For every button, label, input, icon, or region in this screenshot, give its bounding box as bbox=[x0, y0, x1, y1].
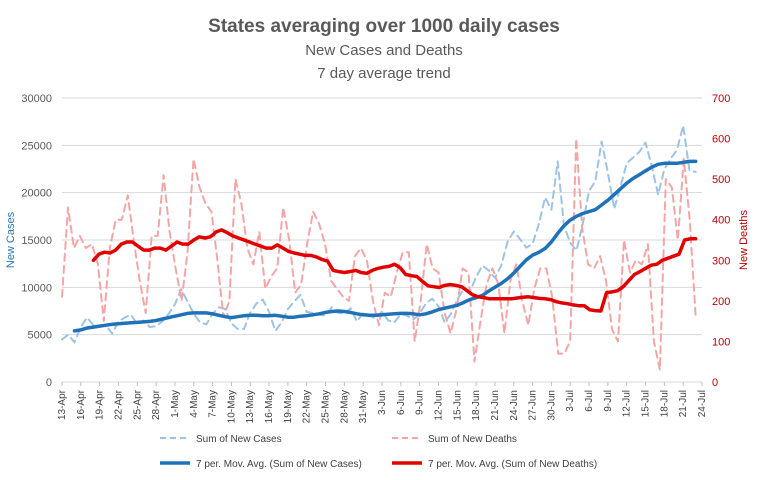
x-tick-label: 30-Jun bbox=[546, 390, 557, 421]
x-tick-label: 28-Apr bbox=[151, 389, 162, 420]
x-tick-label: 18-Jul bbox=[659, 390, 670, 417]
x-tick-label: 21-Jun bbox=[490, 390, 501, 421]
x-tick-label: 16-May bbox=[264, 390, 275, 423]
x-tick-label: 15-Jul bbox=[641, 390, 652, 417]
x-tick-label: 28-May bbox=[339, 390, 350, 423]
legend: Sum of New Cases Sum of New Deaths 7 per… bbox=[160, 434, 597, 470]
y-right-tick-label: 200 bbox=[712, 296, 730, 308]
x-tick-label: 22-Apr bbox=[113, 389, 124, 420]
x-tick-label: 12-Jun bbox=[433, 390, 444, 421]
x-tick-label: 13-Apr bbox=[57, 389, 68, 420]
y-left-tick-label: 10000 bbox=[21, 282, 52, 294]
x-axis: 13-Apr 16-Apr 19-Apr 22-Apr 25-Apr 28-Apr 1-Ma… bbox=[57, 382, 708, 423]
y-right-tick-label: 700 bbox=[712, 93, 730, 105]
y-left-tick-label: 25000 bbox=[21, 140, 52, 152]
y-axis-left-label: New Cases bbox=[5, 211, 17, 268]
x-tick-label: 15-Jun bbox=[452, 390, 463, 421]
legend-label-deaths-avg: 7 per. Mov. Avg. (Sum of New Deaths) bbox=[428, 459, 597, 470]
gridlines bbox=[62, 97, 702, 383]
legend-label-new-deaths: Sum of New Deaths bbox=[428, 434, 517, 445]
legend-label-cases-avg: 7 per. Mov. Avg. (Sum of New Cases) bbox=[196, 459, 362, 470]
x-tick-label: 4-May bbox=[189, 390, 200, 418]
y-left-tick-label: 0 bbox=[46, 377, 52, 389]
x-tick-label: 3-Jun bbox=[377, 390, 388, 415]
y-left-tick-label: 15000 bbox=[21, 235, 52, 247]
chart-title: States averaging over 1000 daily cases bbox=[208, 16, 560, 37]
x-tick-label: 19-Apr bbox=[95, 389, 106, 420]
x-tick-label: 24-Jul bbox=[697, 390, 708, 417]
x-tick-label: 18-Jun bbox=[471, 390, 482, 421]
x-tick-label: 21-Jul bbox=[678, 390, 689, 417]
series-deaths-moving-avg-line bbox=[91, 228, 698, 313]
x-tick-label: 16-Apr bbox=[76, 389, 87, 420]
y-right-tick-label: 300 bbox=[712, 255, 730, 267]
y-left-tick-label: 30000 bbox=[21, 93, 52, 105]
x-tick-label: 13-May bbox=[245, 390, 256, 423]
y-right-tick-label: 0 bbox=[712, 377, 718, 389]
x-tick-label: 12-Jul bbox=[622, 390, 633, 417]
series-group bbox=[61, 124, 698, 371]
x-tick-label: 27-Jun bbox=[528, 390, 539, 421]
chart-subtitle-2: 7 day average trend bbox=[317, 65, 450, 82]
x-tick-label: 31-May bbox=[358, 390, 369, 423]
x-tick-label: 6-Jun bbox=[396, 390, 407, 415]
y-axis-right-label: New Deaths bbox=[738, 210, 750, 270]
y-axis-left: 0 5000 10000 15000 20000 25000 30000 bbox=[21, 93, 52, 389]
series-cases-moving-avg-line bbox=[72, 159, 698, 333]
x-tick-label: 9-Jun bbox=[415, 390, 426, 415]
x-tick-label: 25-Apr bbox=[132, 389, 143, 420]
series-new-deaths-line bbox=[61, 137, 697, 371]
chart-subtitle-1: New Cases and Deaths bbox=[305, 42, 463, 59]
x-tick-label: 9-Jul bbox=[603, 390, 614, 412]
y-left-tick-label: 5000 bbox=[28, 330, 52, 342]
y-right-tick-label: 100 bbox=[712, 336, 730, 348]
legend-label-new-cases: Sum of New Cases bbox=[196, 434, 282, 445]
x-tick-label: 1-May bbox=[170, 390, 181, 418]
y-right-tick-label: 500 bbox=[712, 174, 730, 186]
y-right-tick-label: 600 bbox=[712, 134, 730, 146]
y-axis-right: 0 100 200 300 400 500 600 700 bbox=[712, 93, 730, 389]
x-tick-label: 19-May bbox=[283, 390, 294, 423]
x-tick-label: 6-Jul bbox=[584, 390, 595, 412]
x-tick-label: 3-Jul bbox=[565, 390, 576, 412]
x-tick-label: 10-May bbox=[226, 390, 237, 423]
x-tick-label: 7-May bbox=[208, 390, 219, 418]
x-tick-label: 24-Jun bbox=[509, 390, 520, 421]
y-right-tick-label: 400 bbox=[712, 215, 730, 227]
x-tick-label: 25-May bbox=[321, 390, 332, 423]
x-tick-label: 22-May bbox=[302, 390, 313, 423]
y-left-tick-label: 20000 bbox=[21, 188, 52, 200]
